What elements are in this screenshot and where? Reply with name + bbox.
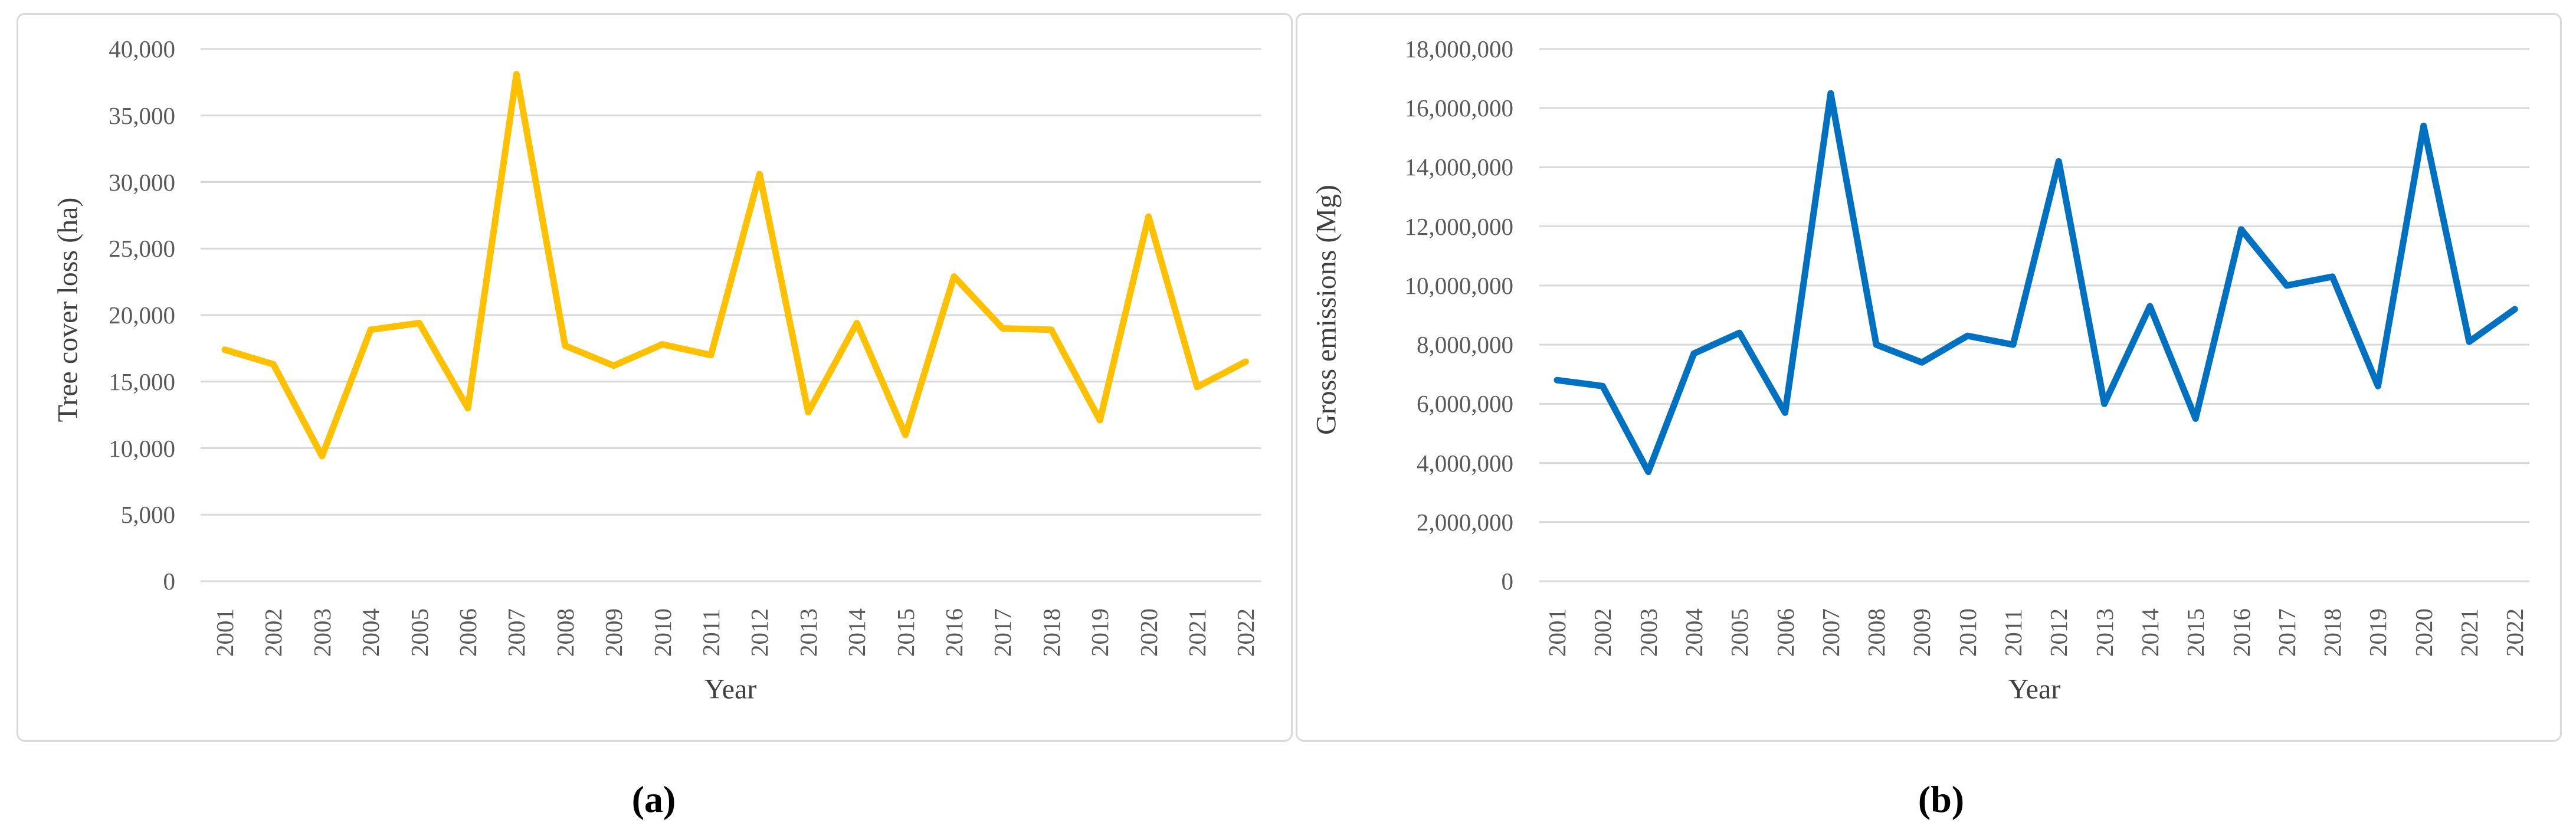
year-tick-label: 2004 (357, 608, 385, 657)
year-tick-label: 2011 (2000, 608, 2027, 657)
year-tick-label: 2001 (1543, 608, 1571, 657)
y-tick-label: 12,000,000 (1404, 212, 1514, 240)
panel-a-y-axis-title: Tree cover loss (ha) (52, 197, 84, 422)
year-tick-label: 2016 (2227, 608, 2255, 657)
year-tick-label: 2013 (2090, 608, 2118, 657)
year-tick-label: 2003 (308, 608, 336, 657)
y-tick-label: 4,000,000 (1417, 449, 1513, 477)
year-tick-label: 2011 (697, 608, 725, 657)
year-tick-label: 2022 (1232, 608, 1260, 657)
y-tick-label: 18,000,000 (1404, 35, 1514, 63)
year-tick-label: 2015 (2182, 608, 2210, 657)
year-tick-label: 2006 (1771, 608, 1799, 657)
year-tick-label: 2008 (1863, 608, 1890, 657)
y-tick-label: 0 (1501, 568, 1514, 595)
year-tick-label: 2009 (600, 608, 628, 657)
panel-a-x-axis-title: Year (704, 673, 757, 705)
y-tick-label: 0 (163, 568, 176, 595)
year-tick-label: 2018 (1037, 608, 1065, 657)
year-tick-label: 2017 (2273, 608, 2300, 657)
year-tick-label: 2016 (940, 608, 968, 657)
year-tick-label: 2002 (260, 608, 287, 657)
y-tick-label: 40,000 (109, 35, 175, 63)
y-tick-label: 30,000 (109, 168, 175, 196)
y-tick-label: 25,000 (109, 235, 175, 263)
year-tick-label: 2018 (2319, 608, 2346, 657)
panel-b-y-axis-title: Gross emissions (Mg) (1310, 184, 1342, 435)
year-tick-label: 2005 (405, 608, 433, 657)
y-tick-label: 6,000,000 (1417, 390, 1513, 418)
year-tick-label: 2014 (2136, 608, 2164, 657)
year-tick-label: 2001 (211, 608, 238, 657)
year-tick-label: 2007 (503, 608, 530, 657)
gross-emissions-line (1554, 90, 2518, 476)
y-tick-label: 10,000,000 (1404, 271, 1514, 299)
year-tick-label: 2021 (1184, 608, 1211, 657)
year-tick-label: 2008 (551, 608, 579, 657)
year-tick-label: 2009 (1908, 608, 1936, 657)
y-tick-label: 15,000 (109, 368, 175, 395)
year-tick-label: 2019 (2364, 608, 2392, 657)
panel-a-gridlines (201, 48, 1261, 582)
year-tick-label: 2017 (989, 608, 1017, 657)
year-tick-label: 2020 (2410, 608, 2437, 657)
y-tick-label: 35,000 (109, 101, 175, 129)
year-tick-label: 2012 (746, 608, 774, 657)
panel-a-chart-area (17, 13, 1293, 742)
year-tick-label: 2019 (1086, 608, 1114, 657)
y-tick-label: 20,000 (109, 302, 175, 329)
y-tick-label: 16,000,000 (1404, 94, 1514, 122)
year-tick-label: 2003 (1634, 608, 1662, 657)
y-tick-label: 14,000,000 (1404, 153, 1514, 181)
panel-a-caption: (a) (631, 778, 676, 820)
year-tick-label: 2012 (2045, 608, 2073, 657)
y-tick-label: 2,000,000 (1417, 508, 1513, 536)
year-tick-label: 2002 (1589, 608, 1617, 657)
tree-cover-loss-line (221, 71, 1249, 460)
year-tick-label: 2006 (454, 608, 481, 657)
year-tick-label: 2010 (648, 608, 676, 657)
year-tick-label: 2014 (843, 608, 871, 657)
y-tick-label: 5,000 (120, 501, 175, 529)
panel-b-x-axis-title: Year (2008, 673, 2061, 705)
panel-b-gridlines (1539, 48, 2529, 582)
year-tick-label: 2021 (2456, 608, 2483, 657)
year-tick-label: 2007 (1817, 608, 1844, 657)
panel-b-caption: (b) (1918, 778, 1965, 820)
y-tick-label: 10,000 (109, 434, 175, 462)
year-tick-label: 2004 (1680, 608, 1707, 657)
year-tick-label: 2013 (794, 608, 822, 657)
panel-b-chart-area (1296, 13, 2562, 742)
year-tick-label: 2015 (892, 608, 919, 657)
year-tick-label: 2005 (1726, 608, 1754, 657)
y-tick-label: 8,000,000 (1417, 331, 1513, 359)
year-tick-label: 2010 (1954, 608, 1981, 657)
year-tick-label: 2020 (1135, 608, 1162, 657)
year-tick-label: 2022 (2501, 608, 2529, 657)
